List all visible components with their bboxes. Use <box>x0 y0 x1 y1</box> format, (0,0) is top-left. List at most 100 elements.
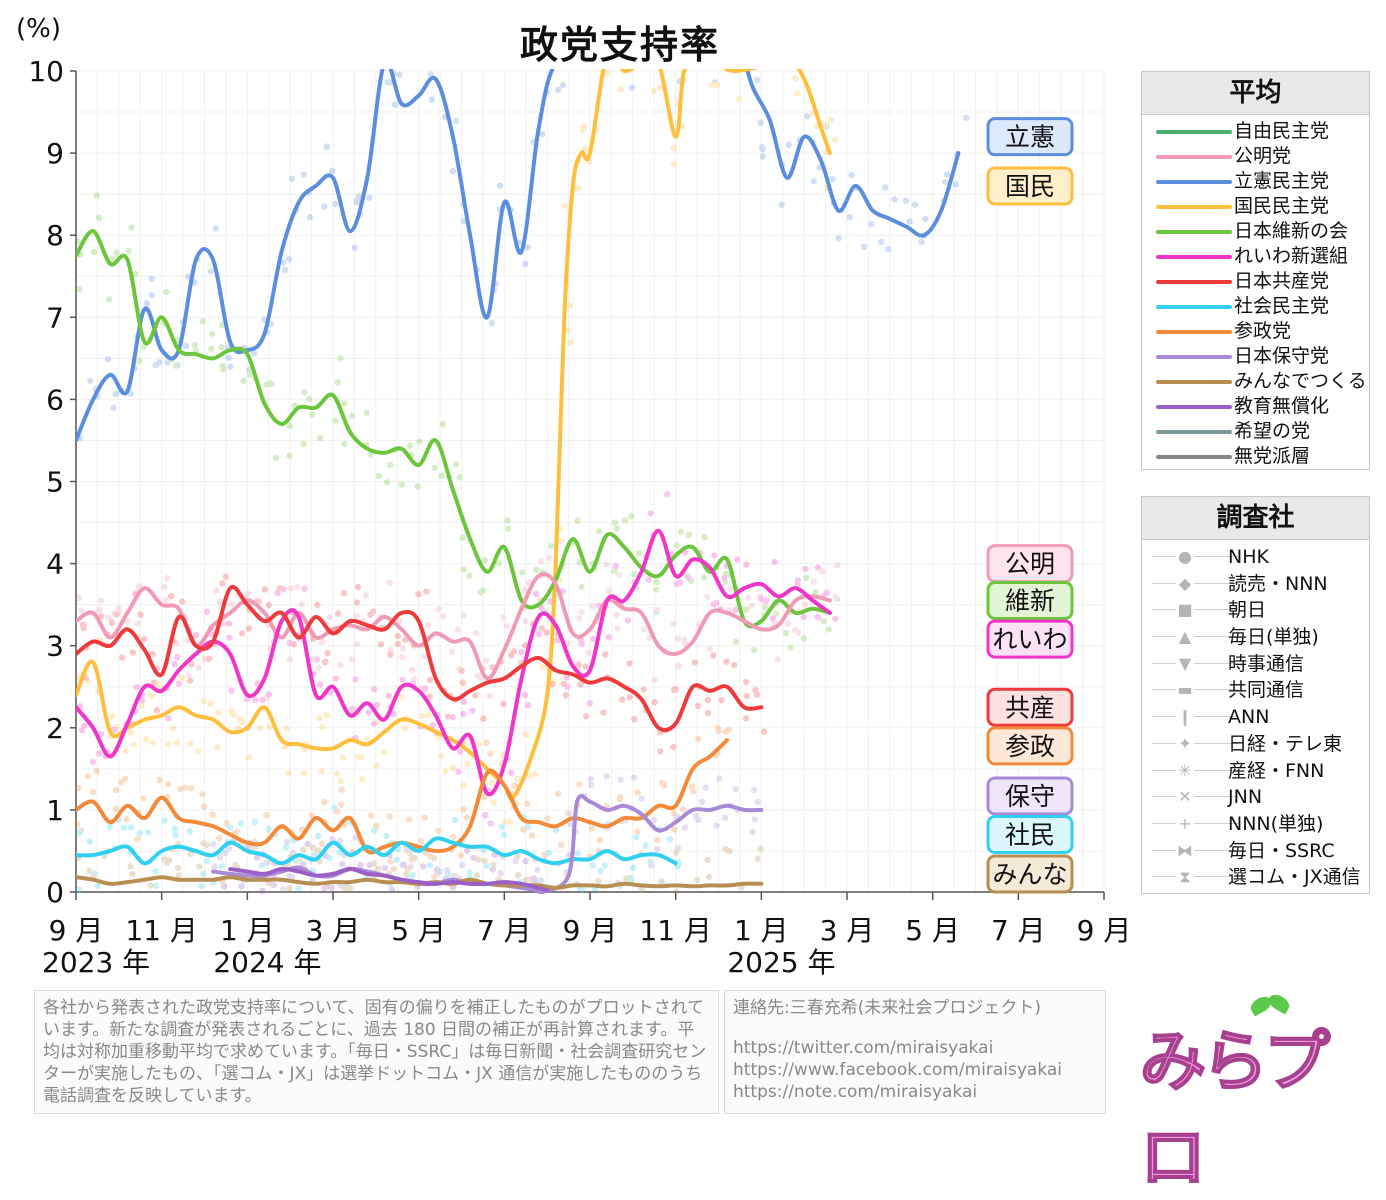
survey-point <box>628 84 636 91</box>
survey-point <box>331 804 338 811</box>
legend-marker-icon: ✳ <box>1176 757 1194 785</box>
survey-point <box>787 644 794 651</box>
survey-point <box>745 594 752 601</box>
survey-point <box>437 753 445 760</box>
survey-point <box>675 662 682 670</box>
survey-point <box>514 775 521 783</box>
survey-point <box>263 811 270 819</box>
survey-point <box>653 608 660 616</box>
survey-point <box>578 608 585 616</box>
survey-point <box>367 611 374 618</box>
legend-label: 社会民主党 <box>1234 295 1330 317</box>
survey-point <box>156 776 163 784</box>
survey-point <box>227 600 235 608</box>
survey-point <box>558 841 565 849</box>
survey-point <box>387 646 395 654</box>
survey-point <box>490 799 497 806</box>
survey-point <box>228 708 235 715</box>
survey-point <box>651 699 658 706</box>
survey-point <box>426 693 433 700</box>
legend-swatch <box>1156 255 1232 259</box>
contact-link-facebook[interactable]: https://www.facebook.com/miraisyakai <box>733 1060 1063 1080</box>
survey-point <box>181 784 189 791</box>
survey-point <box>564 640 572 647</box>
survey-point <box>221 849 229 857</box>
survey-point <box>95 606 103 614</box>
survey-point <box>358 775 366 783</box>
survey-point <box>769 615 776 622</box>
legend-pollster-item: ✳ 産経・FNN <box>1142 757 1369 785</box>
survey-point <box>288 175 296 182</box>
survey-point <box>486 692 493 700</box>
survey-point <box>488 320 495 327</box>
survey-point <box>743 692 750 700</box>
legend-pollster-item: ▬ 共同通信 <box>1142 677 1369 705</box>
survey-point <box>79 621 86 629</box>
survey-point <box>400 861 407 868</box>
survey-point <box>553 827 560 834</box>
survey-point <box>530 875 538 882</box>
survey-point <box>78 727 86 734</box>
survey-point <box>555 86 562 93</box>
survey-point <box>407 850 414 857</box>
survey-point <box>670 743 677 751</box>
survey-point <box>226 824 234 831</box>
survey-point <box>673 849 680 856</box>
survey-point <box>576 559 583 566</box>
survey-point <box>743 606 750 613</box>
survey-point <box>716 775 723 782</box>
contact-link-twitter[interactable]: https://twitter.com/miraisyakai <box>733 1038 994 1058</box>
survey-point <box>617 776 624 783</box>
survey-point <box>480 715 487 722</box>
survey-point <box>771 558 778 566</box>
survey-point <box>647 862 655 869</box>
legend-label: 読売・NNN <box>1228 572 1328 595</box>
survey-point <box>200 870 207 877</box>
survey-point <box>404 865 411 872</box>
legend-marker-line <box>1152 796 1238 798</box>
survey-point <box>398 653 406 661</box>
survey-point <box>148 275 155 283</box>
survey-point <box>438 472 445 480</box>
survey-point <box>113 611 120 618</box>
survey-point <box>408 873 416 880</box>
survey-point <box>263 859 270 866</box>
survey-point <box>463 847 471 854</box>
survey-point <box>574 850 581 857</box>
legend-pollster-item: ✕ JNN <box>1142 784 1369 811</box>
party-tag-label: れいわ <box>992 625 1067 654</box>
survey-point <box>573 659 581 667</box>
survey-point <box>316 681 324 688</box>
survey-point <box>214 743 221 751</box>
survey-point <box>466 572 473 580</box>
survey-point <box>472 629 480 636</box>
survey-point <box>434 870 442 877</box>
survey-point <box>89 789 97 796</box>
legend-marker-icon: ▲ <box>1176 624 1194 651</box>
survey-point <box>397 693 405 701</box>
legend-marker-icon: ⧗ <box>1176 864 1194 891</box>
survey-point <box>353 199 360 206</box>
legend-label: 日本保守党 <box>1234 345 1330 367</box>
survey-point <box>194 748 202 755</box>
survey-point <box>483 739 490 747</box>
survey-point <box>749 828 756 836</box>
survey-point <box>590 635 597 643</box>
survey-point <box>582 713 590 720</box>
legend-pollster-item: ▼ 時事通信 <box>1142 650 1369 678</box>
survey-point <box>538 877 545 884</box>
survey-point <box>108 619 116 626</box>
survey-point <box>374 719 381 726</box>
legend-pollster-item: ✦ 日経・テレ東 <box>1142 730 1369 758</box>
contact-link-note[interactable]: https://note.com/miraisyakai <box>733 1082 978 1102</box>
survey-point <box>605 634 612 641</box>
survey-point <box>225 620 233 627</box>
survey-point <box>564 809 572 817</box>
survey-point <box>710 652 717 659</box>
legend-average-item: 公明党 <box>1142 144 1369 169</box>
survey-point <box>561 202 569 209</box>
survey-point <box>785 141 793 148</box>
survey-point <box>603 561 610 568</box>
survey-point <box>133 683 140 691</box>
survey-point <box>731 661 738 669</box>
